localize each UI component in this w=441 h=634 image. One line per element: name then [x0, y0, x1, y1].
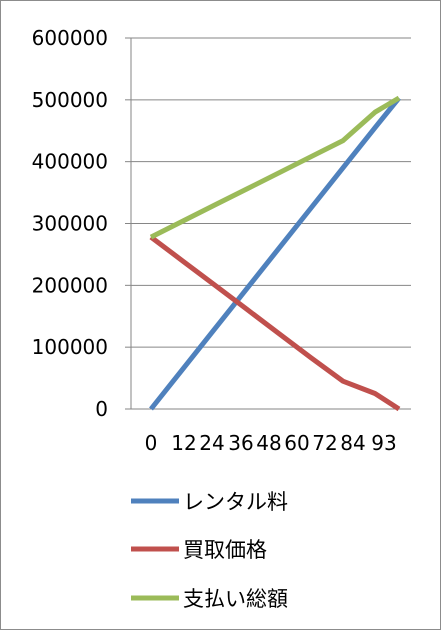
x-tick-label: 84	[340, 431, 365, 455]
x-tick-label: 72	[312, 431, 337, 455]
y-tick-label: 500000	[32, 88, 108, 112]
y-tick-label: 100000	[32, 335, 108, 359]
y-tick-label: 0	[95, 397, 108, 421]
series-line-2	[149, 235, 401, 412]
x-tick-label: 48	[256, 431, 281, 455]
legend-label: 買取価格	[183, 538, 267, 562]
series-line-3	[149, 95, 401, 240]
y-axis-tick-labels: 600000 500000 400000 300000 200000 100000 0	[32, 26, 108, 421]
gridlines	[131, 37, 411, 348]
axes	[125, 37, 411, 410]
y-tick-label: 400000	[32, 150, 108, 174]
series-line-1	[149, 96, 401, 411]
y-tick-label: 600000	[32, 26, 108, 50]
x-tick-label: 60	[284, 431, 309, 455]
series-lines	[149, 95, 401, 412]
x-tick-label: 24	[199, 431, 224, 455]
legend-label: 支払い総額	[183, 587, 288, 611]
x-tick-label: 93	[371, 431, 396, 455]
x-tick-label: 12	[171, 431, 196, 455]
y-tick-label: 200000	[32, 273, 108, 297]
x-axis-tick-labels: 0 12 24 36 48 60 72 84 93	[145, 431, 397, 455]
legend-label: レンタル料	[183, 490, 288, 514]
x-tick-label: 36	[228, 431, 253, 455]
x-tick-label: 0	[145, 431, 158, 455]
y-tick-label: 300000	[32, 212, 108, 236]
